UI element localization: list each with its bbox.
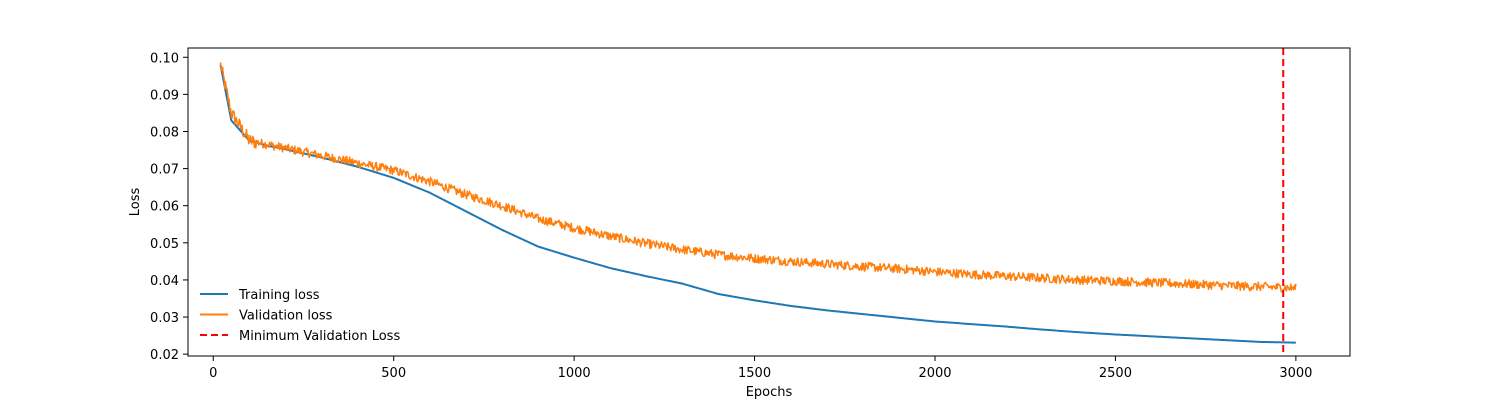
y-tick-label: 0.10 (150, 51, 179, 66)
y-tick-label: 0.02 (150, 348, 179, 363)
x-tick-label: 1000 (558, 366, 591, 381)
y-tick-label: 0.09 (150, 88, 179, 103)
y-tick-label: 0.08 (150, 125, 179, 140)
x-tick-label: 3000 (1279, 366, 1312, 381)
x-tick-label: 1500 (738, 366, 771, 381)
x-axis-label: Epochs (746, 385, 793, 400)
x-tick-label: 0 (209, 366, 217, 381)
x-tick-label: 2500 (1099, 366, 1132, 381)
plot-layer (219, 48, 1297, 356)
y-tick-label: 0.03 (150, 311, 179, 326)
legend-label: Minimum Validation Loss (239, 329, 400, 344)
x-tick-label: 2000 (918, 366, 951, 381)
y-tick-label: 0.04 (150, 274, 179, 289)
y-axis-ticks: 0.02 0.03 0.04 0.05 0.06 0.07 0.08 0.09 0.10 (150, 51, 188, 363)
x-axis-ticks: 0 500 1000 1500 2000 2500 3000 (209, 356, 1312, 381)
x-tick-label: 500 (381, 366, 406, 381)
legend-label: Training loss (238, 288, 320, 303)
y-tick-label: 0.05 (150, 237, 179, 252)
y-tick-label: 0.07 (150, 163, 179, 178)
legend-label: Validation loss (239, 309, 333, 324)
validation-loss-line (219, 62, 1297, 293)
y-tick-label: 0.06 (150, 200, 179, 215)
y-axis-label: Loss (128, 188, 143, 217)
axes-frame (187, 47, 1351, 357)
series-group (219, 48, 1297, 356)
training-loss-line (219, 64, 1296, 344)
legend: Training loss Validation loss Minimum Vali… (200, 288, 400, 344)
